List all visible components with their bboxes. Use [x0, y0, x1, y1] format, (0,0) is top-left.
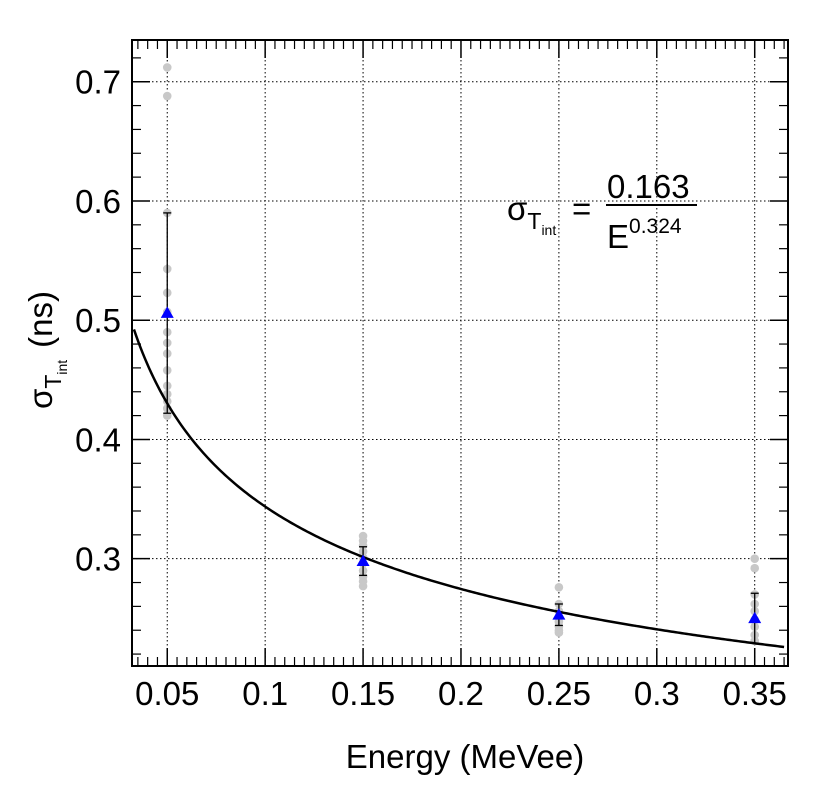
tick-labels: 0.05 0.1 0.15 0.2 0.25 0.3 0.35 0.3 0.4 0.5 0.6 0.7	[75, 64, 787, 712]
formula-subsub: int	[541, 222, 556, 238]
mean-marker	[160, 306, 174, 318]
y-axis-title: σTint (ns)	[22, 291, 70, 409]
formula-numerator: 0.163	[607, 168, 690, 205]
gray-point	[554, 628, 564, 637]
x-tick-label: 0.35	[723, 675, 787, 712]
y-tick-label: 0.4	[75, 421, 121, 458]
x-tick-label: 0.15	[331, 675, 395, 712]
gray-point	[162, 63, 172, 72]
gray-point	[162, 91, 172, 101]
mean-marker	[748, 611, 762, 624]
y-tick-label: 0.6	[75, 183, 121, 220]
grid	[132, 40, 788, 666]
y-axis-unit: (ns)	[22, 291, 59, 348]
formula-denominator-exp: 0.324	[629, 215, 682, 238]
gray-point	[358, 541, 368, 550]
fit-layer	[132, 329, 785, 649]
plot-frame	[131, 39, 789, 667]
x-tick-label: 0.05	[135, 675, 199, 712]
y-tick-label: 0.5	[75, 302, 121, 339]
x-tick-label: 0.2	[438, 675, 484, 712]
x-tick-label: 0.1	[242, 675, 288, 712]
mean-marker	[552, 608, 566, 620]
mean-layer	[160, 212, 762, 644]
y-axis-sub: T	[40, 375, 66, 389]
svg-text:σTint(ns): σTint (ns)	[22, 291, 70, 409]
x-tick-label: 0.25	[527, 675, 591, 712]
formula-equals: =	[572, 190, 591, 227]
gray-point	[554, 583, 564, 592]
y-axis-subsub: int	[54, 360, 70, 375]
svg-text:E0.324: E0.324	[607, 215, 682, 255]
formula-symbol: σ	[507, 190, 527, 227]
x-axis-title: Energy (MeVee)	[346, 738, 584, 775]
fit-formula: σTint = 0.163 E0.324	[507, 168, 697, 255]
gray-point	[358, 581, 368, 591]
y-tick-label: 0.3	[75, 541, 121, 578]
mean-marker	[356, 554, 370, 566]
ticks	[132, 40, 788, 666]
fit-curve	[132, 329, 785, 649]
gray-point	[750, 563, 760, 573]
gray-point	[750, 554, 760, 563]
formula-sub: T	[527, 208, 541, 234]
gray-points	[162, 63, 760, 646]
formula-denominator-base: E	[607, 218, 629, 255]
y-tick-label: 0.7	[75, 64, 121, 101]
x-tick-label: 0.3	[634, 675, 680, 712]
y-axis-symbol: σ	[22, 389, 59, 409]
svg-text:σTint: σTint	[507, 190, 556, 238]
